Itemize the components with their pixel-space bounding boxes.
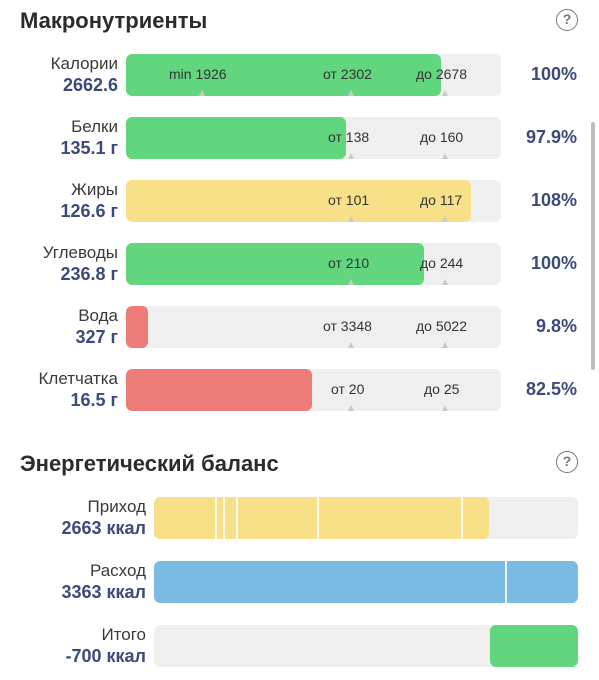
energy-track <box>154 497 578 539</box>
tick-marker <box>442 279 448 285</box>
min-mark: min 1926 <box>169 66 227 82</box>
macro-label: Клетчатка 16.5 г <box>39 369 119 411</box>
progress-track: от 20 до 25 <box>126 369 501 411</box>
energy-name: Расход <box>89 561 146 580</box>
tick-marker <box>348 405 354 411</box>
to-mark: до 25 <box>424 381 460 397</box>
energy-balance-title: Энергетический баланс <box>20 451 279 476</box>
energy-row-total: Итого -700 ккал <box>0 625 599 669</box>
tick-marker <box>348 153 354 159</box>
tick-marker <box>442 405 448 411</box>
to-mark: до 160 <box>420 129 464 145</box>
macro-name: Углеводы <box>42 243 118 262</box>
macro-name: Калории <box>50 54 118 73</box>
progress-fill <box>126 306 148 348</box>
to-mark: до 2678 <box>416 66 467 82</box>
macro-label: Белки 135.1 г <box>60 117 118 159</box>
energy-track <box>154 561 578 603</box>
energy-name: Итого <box>101 625 146 644</box>
energy-label: Итого -700 ккал <box>66 625 147 667</box>
macro-row-carbs: Углеводы 236.8 г от 210 до 244 100% <box>0 243 599 287</box>
macro-label: Жиры 126.6 г <box>60 180 118 222</box>
from-mark: от 20 <box>331 381 365 397</box>
from-mark: от 2302 <box>323 66 372 82</box>
macro-label: Вода 327 г <box>75 306 118 348</box>
energy-value: 3363 ккал <box>61 582 146 602</box>
macro-label: Углеводы 236.8 г <box>43 243 118 285</box>
energy-value: 2663 ккал <box>61 518 146 538</box>
macro-value: 126.6 г <box>60 201 118 221</box>
energy-fill <box>154 561 578 603</box>
to-mark: до 117 <box>420 192 463 208</box>
energy-fill <box>154 497 489 539</box>
percent-value: 108% <box>530 190 577 210</box>
progress-fill <box>126 180 471 222</box>
macro-value: 236.8 г <box>60 264 118 284</box>
segment-divider <box>505 561 507 603</box>
energy-track <box>154 625 578 667</box>
macronutrients-title: Макронутриенты <box>20 8 208 33</box>
percent-value: 100% <box>530 253 577 273</box>
to-mark: до 5022 <box>416 318 467 334</box>
from-mark: от 101 <box>328 192 370 208</box>
tick-marker <box>442 90 448 96</box>
macro-name: Жиры <box>71 180 118 199</box>
tick-marker <box>199 90 205 96</box>
segment-divider <box>317 497 319 539</box>
tick-marker <box>442 342 448 348</box>
macro-row-fiber: Клетчатка 16.5 г от 20 до 25 82.5% <box>0 369 599 413</box>
segment-divider <box>236 497 238 539</box>
macro-value: 2662.6 <box>62 75 118 95</box>
help-icon[interactable]: ? <box>556 451 578 473</box>
percent-value: 97.9% <box>525 127 577 147</box>
to-mark: до 244 <box>420 255 464 271</box>
macro-row-calories: Калории 2662.6 min 1926 от 2302 до 2678 … <box>0 54 599 98</box>
progress-track: от 138 до 160 <box>126 117 501 159</box>
from-mark: от 210 <box>328 255 370 271</box>
macro-label: Калории 2662.6 <box>51 54 118 96</box>
macro-value: 327 г <box>75 327 118 347</box>
progress-fill <box>126 117 346 159</box>
macro-row-water: Вода 327 г от 3348 до 5022 9.8% <box>0 306 599 350</box>
percent-value: 82.5% <box>525 379 577 399</box>
progress-fill <box>126 369 312 411</box>
scrollbar[interactable] <box>591 122 595 370</box>
macro-value: 135.1 г <box>60 138 118 158</box>
macro-row-protein: Белки 135.1 г от 138 до 160 97.9% <box>0 117 599 161</box>
progress-fill <box>126 54 441 96</box>
help-icon[interactable]: ? <box>556 9 578 31</box>
energy-row-income: Приход 2663 ккал <box>0 497 599 541</box>
tick-marker <box>348 342 354 348</box>
macro-name: Вода <box>78 306 118 325</box>
from-mark: от 3348 <box>323 318 372 334</box>
macro-name: Клетчатка <box>38 369 119 388</box>
energy-label: Приход 2663 ккал <box>61 497 146 539</box>
percent-value: 100% <box>530 64 577 84</box>
from-mark: от 138 <box>328 129 370 145</box>
progress-track: от 210 до 244 <box>126 243 501 285</box>
segment-divider <box>215 497 217 539</box>
energy-fill <box>490 625 578 667</box>
percent-value: 9.8% <box>535 316 577 336</box>
energy-row-expense: Расход 3363 ккал <box>0 561 599 605</box>
energy-value: -700 ккал <box>65 646 147 666</box>
macro-value: 16.5 г <box>70 390 118 410</box>
segment-divider <box>223 497 225 539</box>
progress-track: от 101 до 117 <box>126 180 501 222</box>
tick-marker <box>348 90 354 96</box>
progress-track: min 1926 от 2302 до 2678 <box>126 54 501 96</box>
macro-row-fat: Жиры 126.6 г от 101 до 117 108% <box>0 180 599 224</box>
energy-name: Приход <box>87 497 146 516</box>
tick-marker <box>348 216 354 222</box>
tick-marker <box>442 216 448 222</box>
progress-track: от 3348 до 5022 <box>126 306 501 348</box>
progress-fill <box>126 243 424 285</box>
segment-divider <box>461 497 463 539</box>
tick-marker <box>348 279 354 285</box>
macro-name: Белки <box>71 117 118 136</box>
energy-label: Расход 3363 ккал <box>61 561 146 603</box>
tick-marker <box>442 153 448 159</box>
